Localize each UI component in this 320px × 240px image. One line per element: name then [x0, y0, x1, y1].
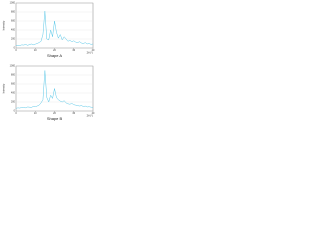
plot-area	[15, 2, 94, 49]
y-axis-label: Intensity	[2, 83, 6, 93]
y-tick-label: 400	[11, 92, 16, 95]
page: {"chart_data": [ {"type": "line", "title…	[0, 0, 100, 127]
x-tick-label: 40	[92, 49, 95, 52]
y-tick-label: 600	[11, 20, 16, 23]
y-tick-label: 400	[11, 29, 16, 32]
y-tick-label: 600	[11, 83, 16, 86]
x-tick-label: 30	[72, 112, 75, 115]
x-tick-label: 40	[92, 112, 95, 115]
x-tick-label: 30	[72, 49, 75, 52]
y-tick-label: 0	[14, 47, 16, 50]
x-tick-label: 10	[34, 112, 37, 115]
x-tick-label: 0	[15, 49, 17, 52]
chart-caption: Shape A	[47, 53, 62, 58]
x-axis-label: 2θ (°)	[87, 51, 94, 55]
y-tick-label: 1000	[10, 2, 16, 5]
data-line	[15, 11, 94, 46]
y-tick-label: 200	[11, 38, 16, 41]
x-axis-label: 2θ (°)	[87, 114, 94, 118]
data-line	[15, 70, 94, 109]
y-tick-label: 1000	[10, 65, 16, 68]
x-tick-label: 0	[15, 112, 17, 115]
chart-caption: Shape B	[47, 116, 63, 121]
y-tick-label: 0	[14, 110, 16, 113]
y-tick-label: 800	[11, 74, 16, 77]
x-tick-label: 20	[53, 49, 56, 52]
x-tick-label: 10	[34, 49, 37, 52]
y-axis-label: Intensity	[2, 20, 6, 30]
x-tick-label: 20	[53, 112, 56, 115]
y-tick-label: 200	[11, 101, 16, 104]
y-tick-label: 800	[11, 11, 16, 14]
